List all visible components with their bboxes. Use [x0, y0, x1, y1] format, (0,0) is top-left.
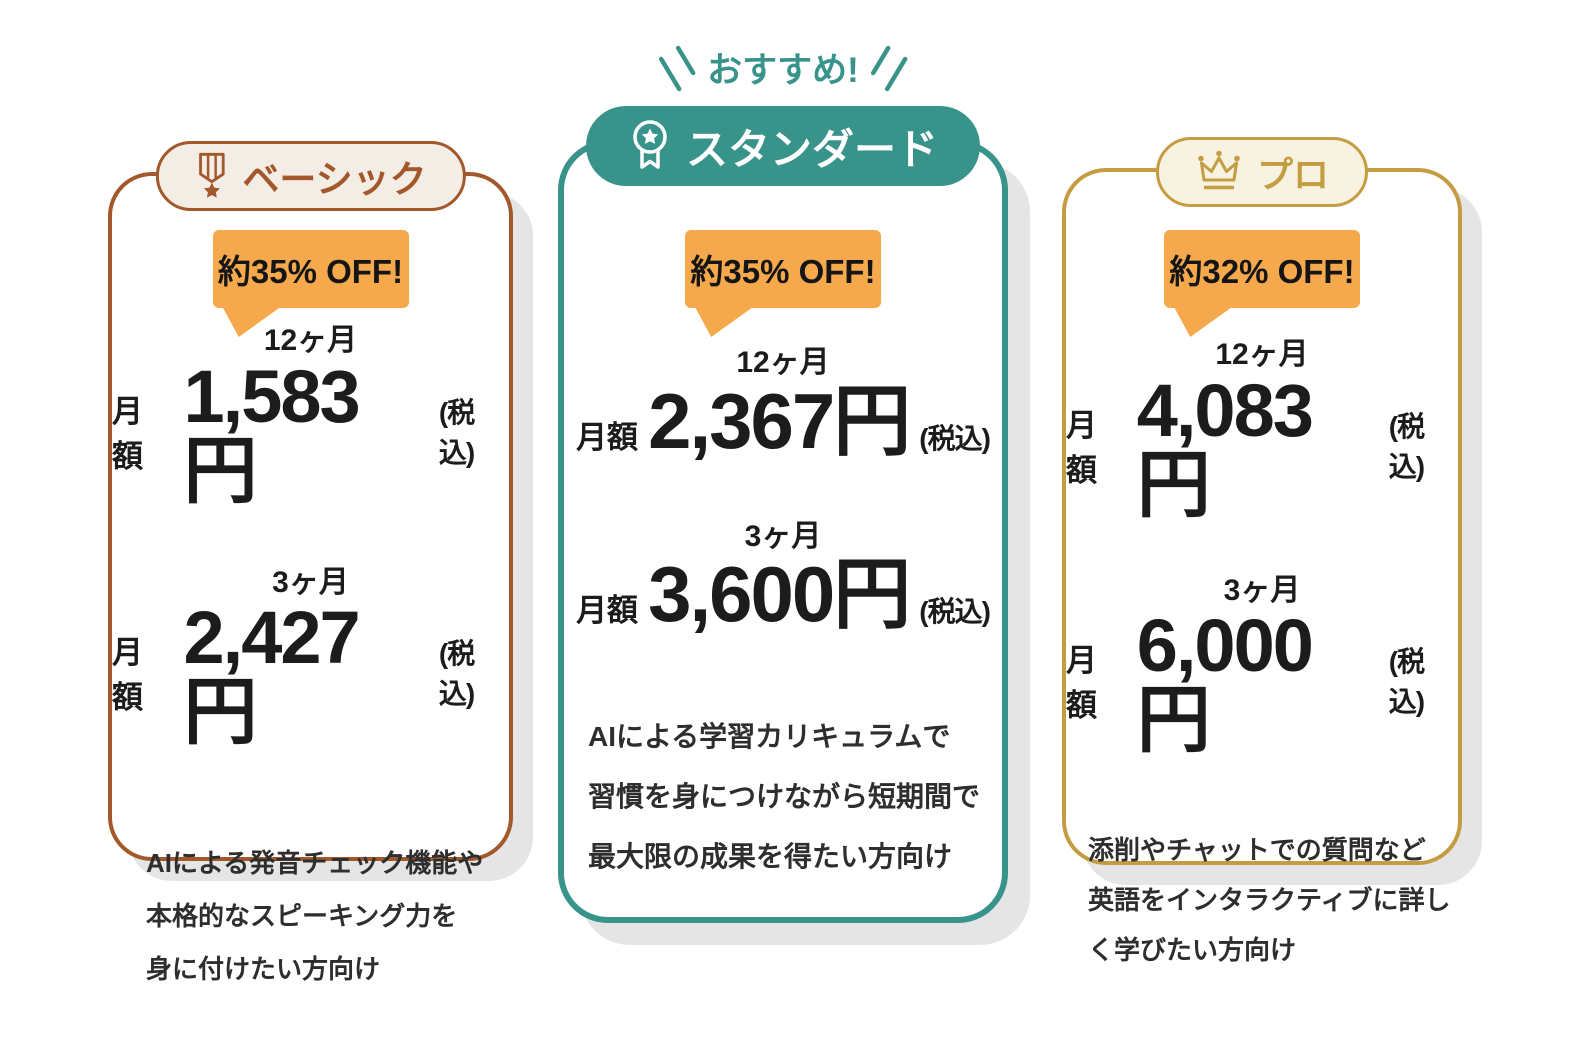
term-label-12mo: 12ヶ月 [736, 346, 830, 379]
plan-card-basic: ベーシック 約35% OFF! 12ヶ月 月額 1,583円 (税込) 3ヶ月 … [108, 141, 513, 984]
plan-description: AIによる発音チェック機能や 本格的なスピーキング力を 身に付けたい方向け [112, 837, 483, 996]
tax-note: (税込) [1388, 410, 1425, 482]
desc-line: 添削やチャットでの質問など [1088, 835, 1426, 865]
plan-header-pro: プロ [1155, 137, 1369, 207]
price-prefix: 月額 [576, 593, 639, 628]
price-amount: 1,583円 [183, 354, 361, 512]
desc-line: AIによる発音チェック機能や [146, 848, 484, 878]
price-3mo: 月額 6,000円 (税込) [1066, 609, 1458, 757]
price-prefix: 月額 [1066, 643, 1097, 723]
discount-badge: 約32% OFF! [1164, 230, 1360, 337]
tax-note: (税込) [919, 422, 991, 454]
desc-line: 習慣を身につけながら短期間で [588, 781, 981, 812]
speech-bubble-tail [1174, 307, 1232, 337]
discount-badge: 約35% OFF! [212, 230, 409, 337]
plan-card-pro: プロ 約32% OFF! 12ヶ月 月額 4,083円 (税込) 3ヶ月 月額 … [1062, 137, 1462, 965]
desc-line: AIによる学習カリキュラムで [588, 721, 951, 752]
price-12mo: 月額 2,367円 (税込) [576, 376, 991, 465]
desc-line: 身に付けたい方向け [146, 954, 381, 984]
tax-note: (税込) [438, 396, 475, 468]
term-label-3mo: 3ヶ月 [272, 565, 349, 599]
discount-badge: 約35% OFF! [685, 230, 881, 337]
discount-label: 約35% OFF! [217, 253, 404, 290]
emphasis-lines-right-icon [870, 45, 908, 91]
price-3mo: 月額 2,427円 (税込) [112, 601, 509, 749]
plan-name: スタンダード [685, 125, 939, 173]
desc-line: 本格的なスピーキング力を [146, 901, 458, 931]
discount-label: 約35% OFF! [690, 253, 876, 290]
price-3mo: 月額 3,600円 (税込) [576, 550, 991, 638]
plan-name: プロ [1256, 154, 1330, 195]
price-prefix: 月額 [576, 419, 639, 455]
crown-icon [1198, 150, 1240, 190]
desc-line: く学びたい方向け [1088, 935, 1297, 965]
price-amount: 2,427円 [183, 596, 361, 753]
plan-body: 約35% OFF! 12ヶ月 月額 1,583円 (税込) 3ヶ月 月額 2,4… [112, 176, 509, 984]
price-12mo: 月額 1,583円 (税込) [112, 354, 509, 512]
plan-header-standard: スタンダード [585, 106, 981, 186]
term-label-12mo: 12ヶ月 [1215, 338, 1309, 371]
plan-header-basic: ベーシック [155, 141, 466, 211]
tax-note: (税込) [1388, 646, 1425, 717]
plan-description: AIによる学習カリキュラムで 習慣を身につけながら短期間で 最大限の成果を得たい… [564, 707, 980, 887]
tax-note: (税込) [438, 638, 475, 709]
price-prefix: 月額 [1066, 407, 1097, 488]
rosette-icon [633, 120, 667, 169]
speech-bubble-tail [695, 307, 753, 337]
price-12mo: 月額 4,083円 (税込) [1066, 368, 1458, 526]
recommend-label: おすすめ! [707, 51, 859, 90]
term-label-3mo: 3ヶ月 [744, 519, 822, 553]
plan-body: 約35% OFF! 12ヶ月 月額 2,367円 (税込) 3ヶ月 月額 3,6… [564, 146, 1002, 917]
discount-label: 約32% OFF! [1169, 253, 1355, 290]
price-prefix: 月額 [112, 635, 143, 715]
tax-note: (税込) [919, 596, 991, 627]
term-label-12mo: 12ヶ月 [263, 324, 358, 357]
price-amount: 4,083円 [1136, 368, 1314, 526]
plan-body: 約32% OFF! 12ヶ月 月額 4,083円 (税込) 3ヶ月 月額 6,0… [1066, 172, 1458, 965]
desc-line: 英語をインタラクティブに詳し [1088, 885, 1451, 915]
price-amount: 3,600円 [648, 550, 911, 638]
plan-card-standard: おすすめ! スタンダード 約35% OFF! 12ヶ月 月額 2,367円 [558, 45, 1008, 923]
plan-description: 添削やチャットでの質問など 英語をインタラクティブに詳し く学びたい方向け [1066, 825, 1450, 975]
emphasis-lines-left-icon [658, 45, 696, 91]
price-amount: 2,367円 [648, 376, 911, 465]
recommend-banner: おすすめ! [655, 42, 911, 93]
medal-icon [198, 152, 225, 198]
term-label-3mo: 3ヶ月 [1223, 573, 1301, 607]
desc-line: 最大限の成果を得たい方向け [588, 841, 953, 872]
plan-name: ベーシック [242, 159, 427, 200]
price-amount: 6,000円 [1136, 604, 1314, 761]
price-prefix: 月額 [112, 393, 143, 474]
